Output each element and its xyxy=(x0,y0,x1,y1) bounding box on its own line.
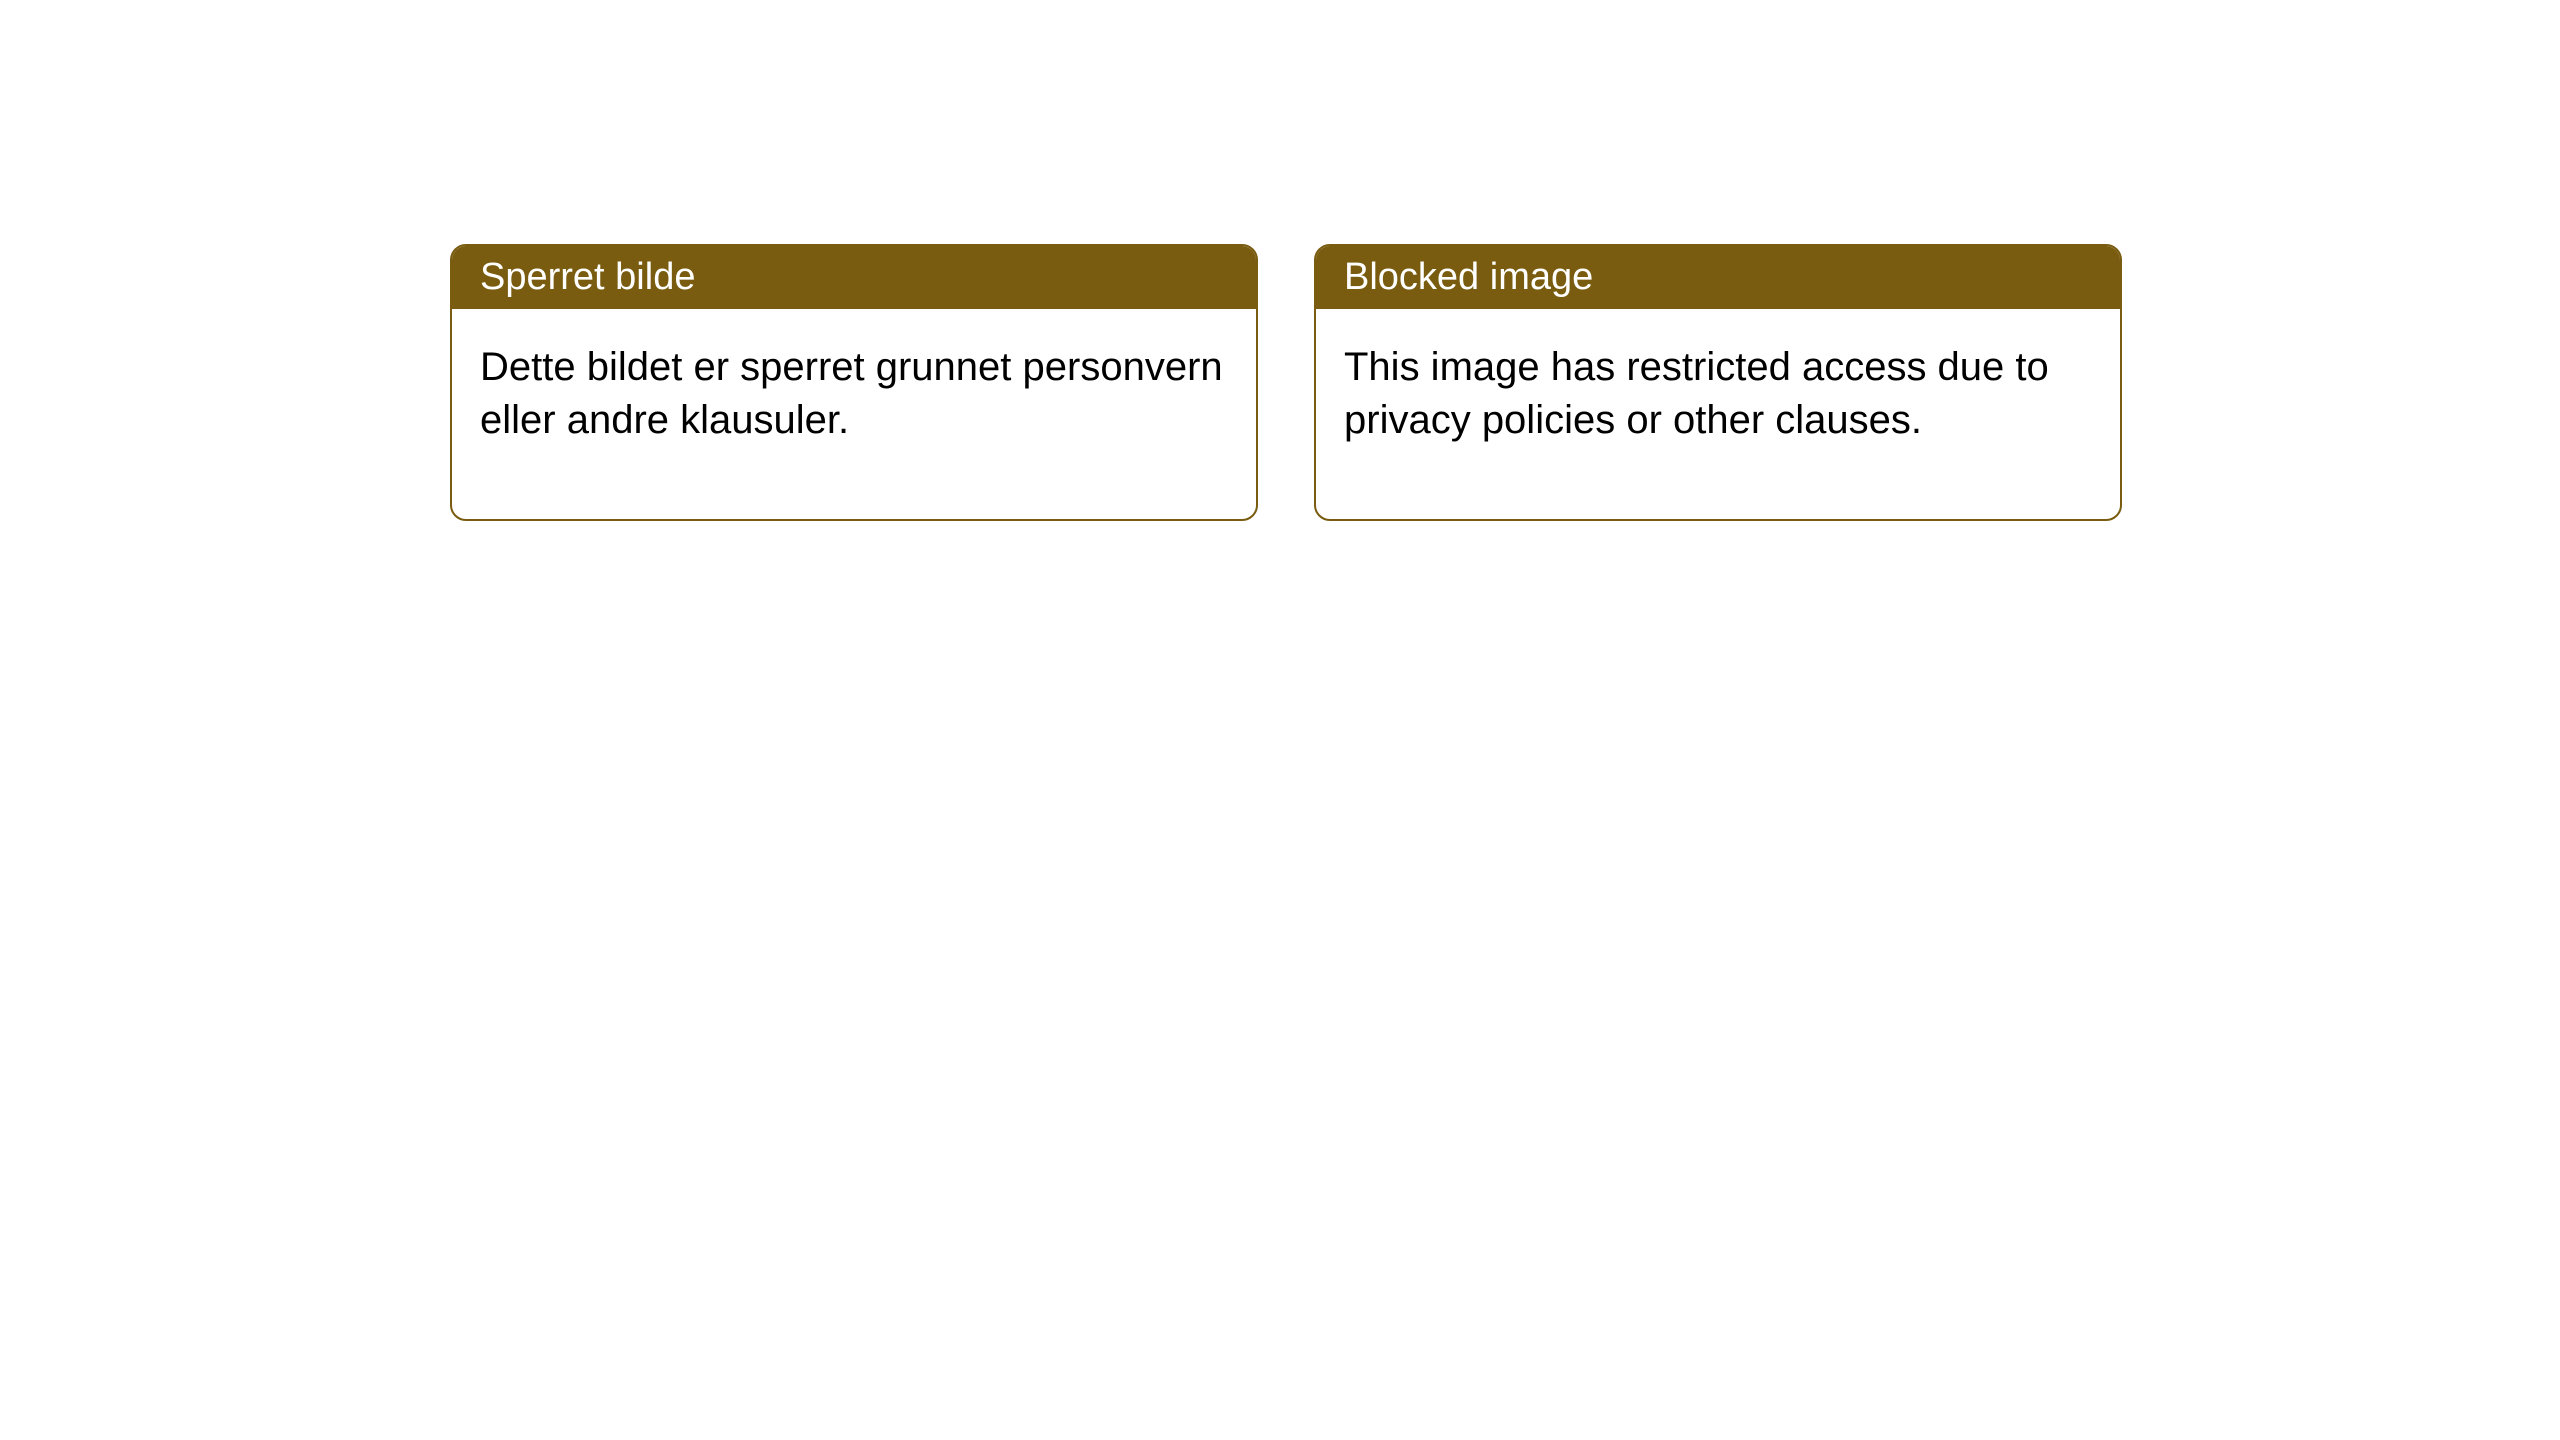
notice-body-norwegian: Dette bildet er sperret grunnet personve… xyxy=(452,309,1256,519)
notice-container: Sperret bilde Dette bildet er sperret gr… xyxy=(0,0,2560,521)
notice-body-english: This image has restricted access due to … xyxy=(1316,309,2120,519)
notice-title-norwegian: Sperret bilde xyxy=(452,246,1256,309)
notice-card-english: Blocked image This image has restricted … xyxy=(1314,244,2122,521)
notice-card-norwegian: Sperret bilde Dette bildet er sperret gr… xyxy=(450,244,1258,521)
notice-title-english: Blocked image xyxy=(1316,246,2120,309)
